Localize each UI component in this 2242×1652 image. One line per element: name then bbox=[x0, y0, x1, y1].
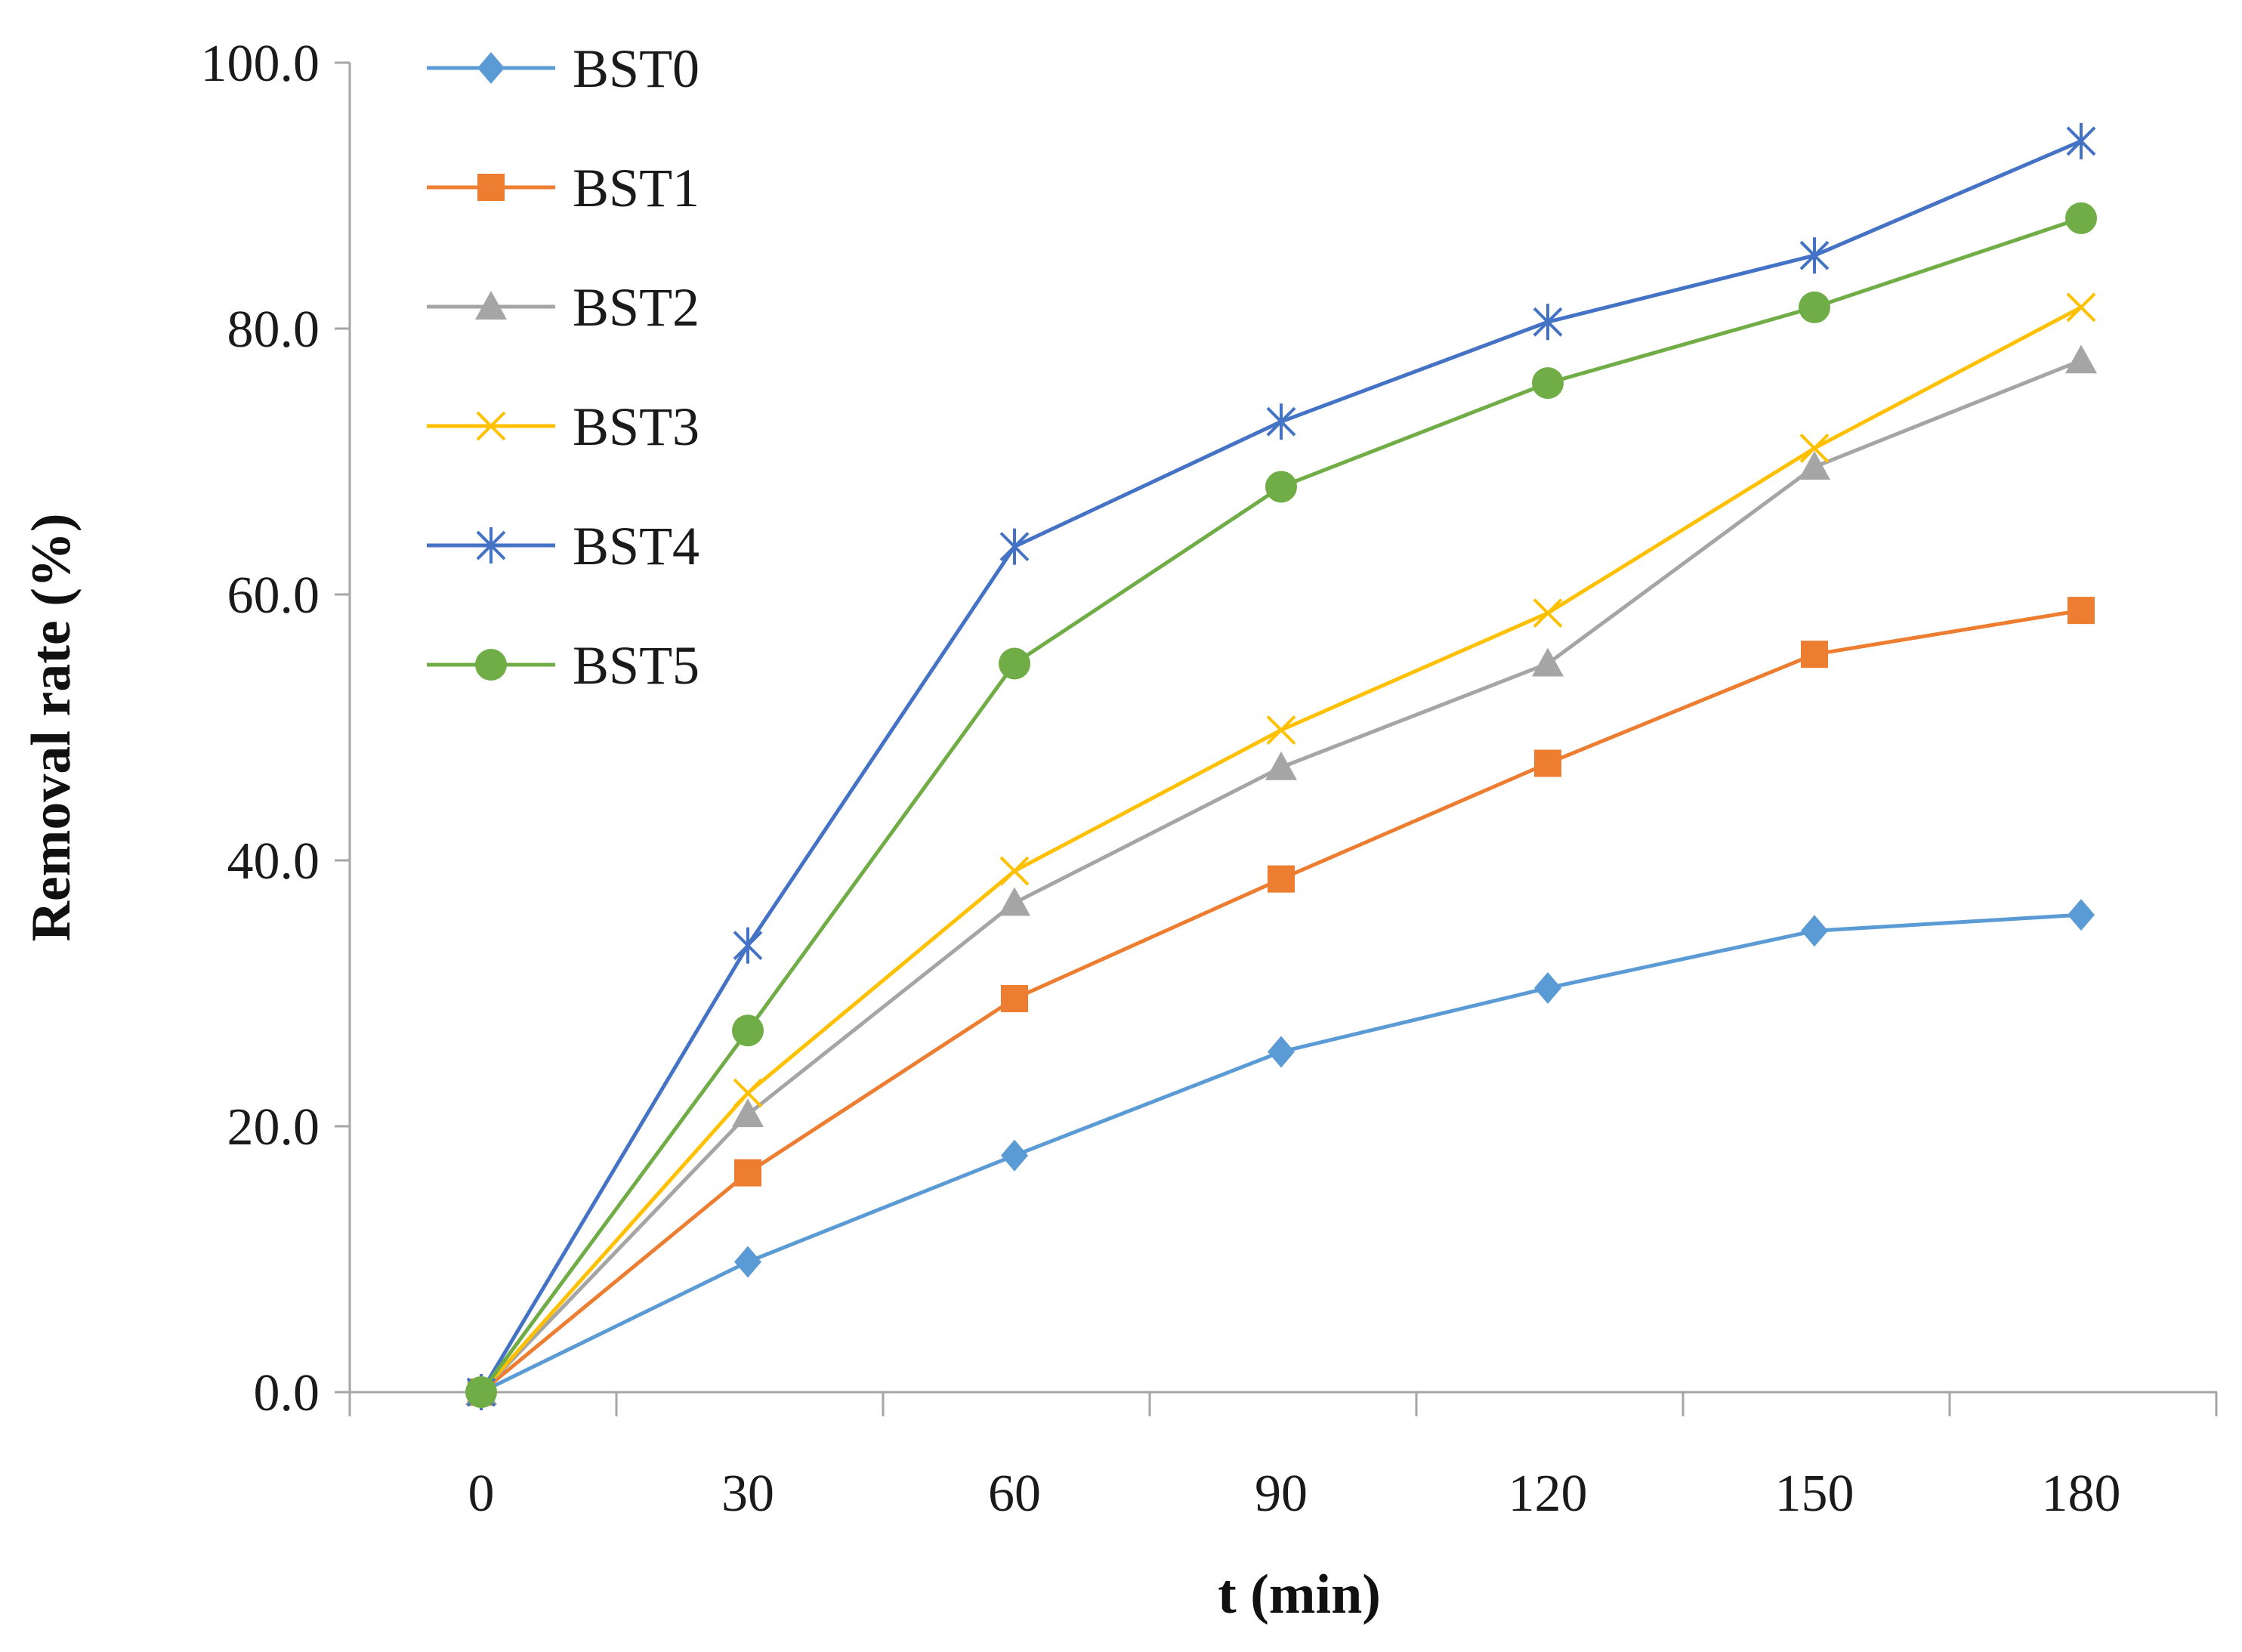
ticks: 0.0 20.0 40.0 60.0 80.0 100.0 0 30 60 90 120 150 180 bbox=[201, 35, 2218, 1523]
data-point bbox=[2066, 292, 2096, 323]
legend-label: BST2 bbox=[573, 277, 699, 338]
data-point bbox=[1001, 985, 1028, 1013]
data-point bbox=[999, 887, 1030, 916]
legend-marker bbox=[475, 649, 507, 681]
data-point bbox=[1268, 865, 1295, 893]
series-bst1 bbox=[468, 597, 2095, 1406]
legend-marker bbox=[476, 527, 506, 564]
series bbox=[465, 122, 2097, 1410]
axes bbox=[348, 63, 2217, 1394]
legend-item-bst4: BST4 bbox=[427, 516, 699, 576]
data-point bbox=[1532, 647, 1564, 677]
legend-marker bbox=[477, 174, 505, 201]
y-tick-label: 100.0 bbox=[201, 35, 320, 93]
data-point bbox=[1799, 237, 1830, 274]
y-tick-label: 80.0 bbox=[227, 301, 320, 359]
data-point bbox=[732, 1098, 764, 1128]
y-tick-label: 20.0 bbox=[227, 1098, 320, 1156]
y-tick-label: 60.0 bbox=[227, 567, 320, 625]
data-point bbox=[1534, 971, 1561, 1004]
legend: BST0 BST1 BST2 BST3 BST4 BST5 bbox=[427, 39, 699, 696]
data-point bbox=[1801, 915, 1828, 947]
data-point bbox=[465, 1376, 497, 1408]
data-point bbox=[1533, 304, 1563, 341]
data-point bbox=[1799, 451, 1830, 480]
series-line bbox=[479, 216, 2082, 1394]
x-tick-label: 30 bbox=[721, 1465, 774, 1523]
legend-item-bst3: BST3 bbox=[427, 397, 699, 457]
data-point bbox=[733, 1078, 763, 1108]
data-point bbox=[999, 647, 1030, 680]
series-bst5 bbox=[465, 202, 2097, 1408]
data-point bbox=[999, 528, 1030, 565]
data-point bbox=[1799, 291, 1830, 323]
data-point bbox=[734, 1246, 761, 1278]
series-bst3 bbox=[466, 292, 2096, 1407]
legend-marker bbox=[475, 291, 507, 320]
data-point bbox=[1001, 1139, 1028, 1172]
data-point bbox=[734, 1159, 761, 1187]
data-point bbox=[1532, 367, 1564, 400]
series-line bbox=[480, 305, 2083, 1394]
legend-label: BST5 bbox=[573, 635, 699, 696]
data-point bbox=[1266, 403, 1296, 440]
data-point bbox=[1268, 1036, 1295, 1068]
legend-label: BST3 bbox=[573, 397, 699, 457]
data-point bbox=[999, 856, 1030, 886]
data-point bbox=[1534, 749, 1561, 777]
series-bst2 bbox=[465, 344, 2097, 1405]
legend-item-bst1: BST1 bbox=[427, 158, 699, 218]
legend-label: BST0 bbox=[573, 39, 699, 99]
data-point bbox=[732, 1014, 764, 1047]
legend-label: BST1 bbox=[573, 158, 699, 218]
legend-item-bst0: BST0 bbox=[427, 39, 699, 99]
x-tick-label: 180 bbox=[2042, 1465, 2121, 1523]
x-tick-label: 0 bbox=[468, 1465, 495, 1523]
data-point bbox=[1799, 433, 1830, 463]
y-tick-label: 40.0 bbox=[227, 832, 320, 891]
data-point bbox=[1265, 471, 1297, 503]
data-point bbox=[2065, 202, 2097, 234]
legend-item-bst2: BST2 bbox=[427, 277, 699, 338]
y-axis-title: Removal rate (%) bbox=[20, 513, 82, 941]
data-point bbox=[733, 927, 763, 964]
x-tick-label: 60 bbox=[988, 1465, 1041, 1523]
x-axis-title: t (min) bbox=[1218, 1564, 1381, 1626]
data-point bbox=[1266, 715, 1296, 745]
legend-item-bst5: BST5 bbox=[427, 635, 699, 696]
data-point bbox=[1533, 598, 1563, 628]
legend-marker bbox=[476, 411, 506, 441]
legend-marker bbox=[477, 52, 505, 84]
legend-label: BST4 bbox=[573, 516, 699, 576]
data-point bbox=[2066, 122, 2096, 159]
x-tick-label: 90 bbox=[1255, 1465, 1308, 1523]
data-point bbox=[2068, 899, 2095, 931]
data-point bbox=[1801, 641, 1828, 669]
data-point bbox=[2068, 597, 2095, 625]
data-point bbox=[2065, 344, 2097, 374]
x-tick-label: 150 bbox=[1775, 1465, 1854, 1523]
y-tick-label: 0.0 bbox=[254, 1364, 320, 1422]
x-tick-label: 120 bbox=[1509, 1465, 1588, 1523]
data-point bbox=[1265, 751, 1297, 780]
